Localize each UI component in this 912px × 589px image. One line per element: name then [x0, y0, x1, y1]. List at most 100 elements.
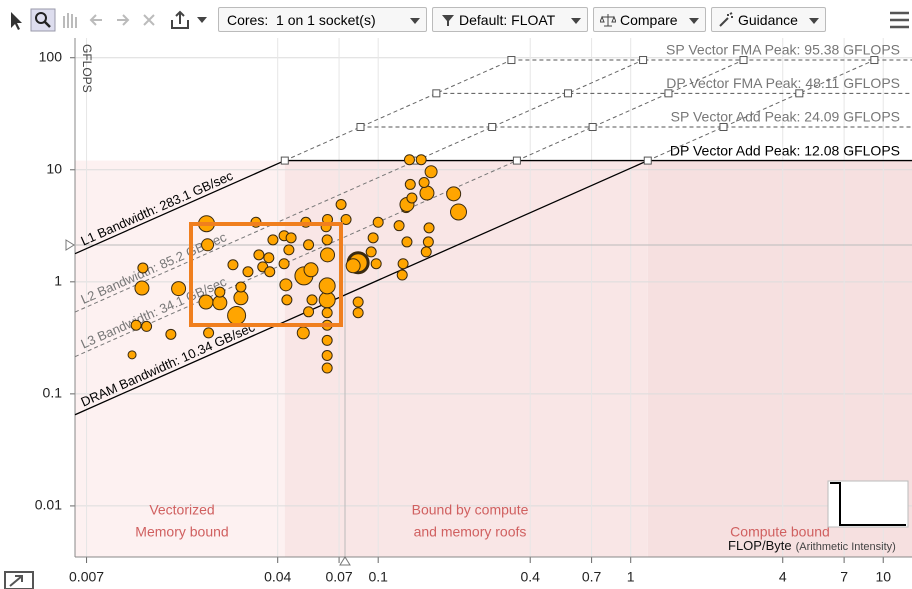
- guidance-dropdown[interactable]: Guidance: [711, 7, 826, 32]
- pointer-tool[interactable]: [11, 12, 22, 30]
- x-axis-label: FLOP/Byte (Arithmetic Intensity): [728, 538, 896, 553]
- data-point: [263, 252, 275, 264]
- roof-label: SP Vector FMA Peak: 95.38 GFLOPS: [666, 42, 900, 58]
- cores-dropdown[interactable]: Cores: 1 on 1 socket(s): [218, 7, 427, 32]
- data-point: [201, 238, 215, 252]
- data-point: [404, 178, 416, 190]
- roof-intersection: [512, 156, 521, 165]
- region-label: Memory bound: [135, 524, 228, 540]
- bandwidth-roof: [74, 159, 649, 416]
- data-point: [365, 246, 377, 258]
- data-point: [227, 306, 247, 326]
- compare-label: Compare: [620, 12, 678, 28]
- data-point: [134, 280, 150, 296]
- overview-shape: [830, 482, 906, 526]
- expand-arrow: [9, 575, 23, 587]
- crosshair-marker: [65, 239, 75, 251]
- region-label: Vectorized: [149, 502, 214, 518]
- export[interactable]: [171, 10, 189, 29]
- data-point: [321, 350, 333, 362]
- data-point: [212, 295, 228, 311]
- x-tick-label: 0.1: [368, 569, 388, 585]
- overview-thumbnail: [827, 480, 909, 528]
- zoom-handle: [44, 21, 51, 28]
- x-axis-label-main: FLOP/Byte: [728, 538, 792, 553]
- data-point: [422, 236, 434, 248]
- undo[interactable]: [89, 14, 102, 26]
- data-point: [352, 307, 364, 319]
- data-point: [242, 266, 254, 278]
- x-axis-label-note: (Arithmetic Intensity): [796, 541, 896, 553]
- export-menu[interactable]: [197, 17, 207, 23]
- data-point: [352, 296, 364, 308]
- data-point: [127, 350, 137, 360]
- roof-intersection: [739, 56, 748, 65]
- x-tick-label: 10: [875, 569, 891, 585]
- y-tick-label: 0.1: [43, 385, 63, 401]
- roof-intersection: [564, 89, 573, 98]
- roof-intersection: [639, 56, 648, 65]
- y-tick-label: 1: [54, 273, 62, 289]
- data-point: [396, 269, 408, 281]
- data-point: [283, 244, 295, 256]
- data-point: [450, 203, 468, 221]
- crosshair-marker: [339, 556, 351, 566]
- bandwidth-roof: [74, 159, 286, 255]
- pan-tool[interactable]: [63, 13, 77, 28]
- data-point: [370, 258, 382, 270]
- guidance-icon: [719, 12, 733, 27]
- roof-label: SP Vector Add Peak: 24.09 GFLOPS: [671, 109, 900, 125]
- roof-intersection: [643, 156, 652, 165]
- data-point: [423, 222, 435, 234]
- zoom-tool[interactable]: [30, 8, 56, 32]
- roof-intersection: [795, 89, 804, 98]
- redo[interactable]: [117, 14, 130, 26]
- roof-intersection: [870, 56, 879, 65]
- data-point: [321, 362, 333, 374]
- data-point: [296, 326, 310, 340]
- filter-dropdown[interactable]: Default: FLOAT: [432, 7, 588, 32]
- clear[interactable]: [143, 14, 155, 26]
- roof-intersection: [507, 56, 516, 65]
- data-point: [321, 234, 333, 246]
- data-point: [424, 165, 438, 179]
- data-point: [267, 234, 279, 246]
- data-point: [335, 198, 347, 210]
- data-point: [420, 246, 432, 258]
- toolbar-icons: [11, 8, 207, 32]
- data-point: [303, 306, 315, 318]
- data-point: [401, 236, 413, 248]
- toolbar: Cores: 1 on 1 socket(s) Default: FLOAT C…: [0, 0, 912, 38]
- bandwidth-roof-extension: [516, 59, 744, 162]
- roof-intersection: [356, 122, 365, 131]
- data-point: [419, 185, 435, 201]
- x-tick-label: 0.04: [264, 569, 291, 585]
- data-point: [137, 262, 149, 274]
- data-point: [446, 186, 462, 202]
- data-point: [318, 277, 336, 295]
- data-point: [320, 247, 336, 263]
- data-point: [130, 319, 142, 331]
- cores-label: Cores: 1 on 1 socket(s): [227, 12, 376, 28]
- data-point: [165, 328, 177, 340]
- data-point: [321, 307, 333, 319]
- data-point: [340, 213, 352, 225]
- data-point: [306, 294, 318, 306]
- filter-label: Default: FLOAT: [459, 12, 556, 28]
- region-memory: [75, 160, 285, 558]
- bandwidth-roof-extension: [284, 59, 512, 162]
- data-point: [171, 281, 187, 297]
- data-point: [141, 320, 153, 332]
- data-point: [303, 239, 315, 251]
- data-point: [321, 334, 333, 346]
- roof-intersection: [664, 89, 673, 98]
- x-tick-label: 0.7: [582, 569, 602, 585]
- data-point: [397, 258, 409, 270]
- data-point: [264, 266, 276, 278]
- data-point: [406, 192, 418, 204]
- compare-dropdown[interactable]: Compare: [593, 7, 706, 32]
- menu-button[interactable]: [889, 10, 911, 30]
- data-point: [393, 220, 405, 232]
- roof-intersection: [488, 122, 497, 131]
